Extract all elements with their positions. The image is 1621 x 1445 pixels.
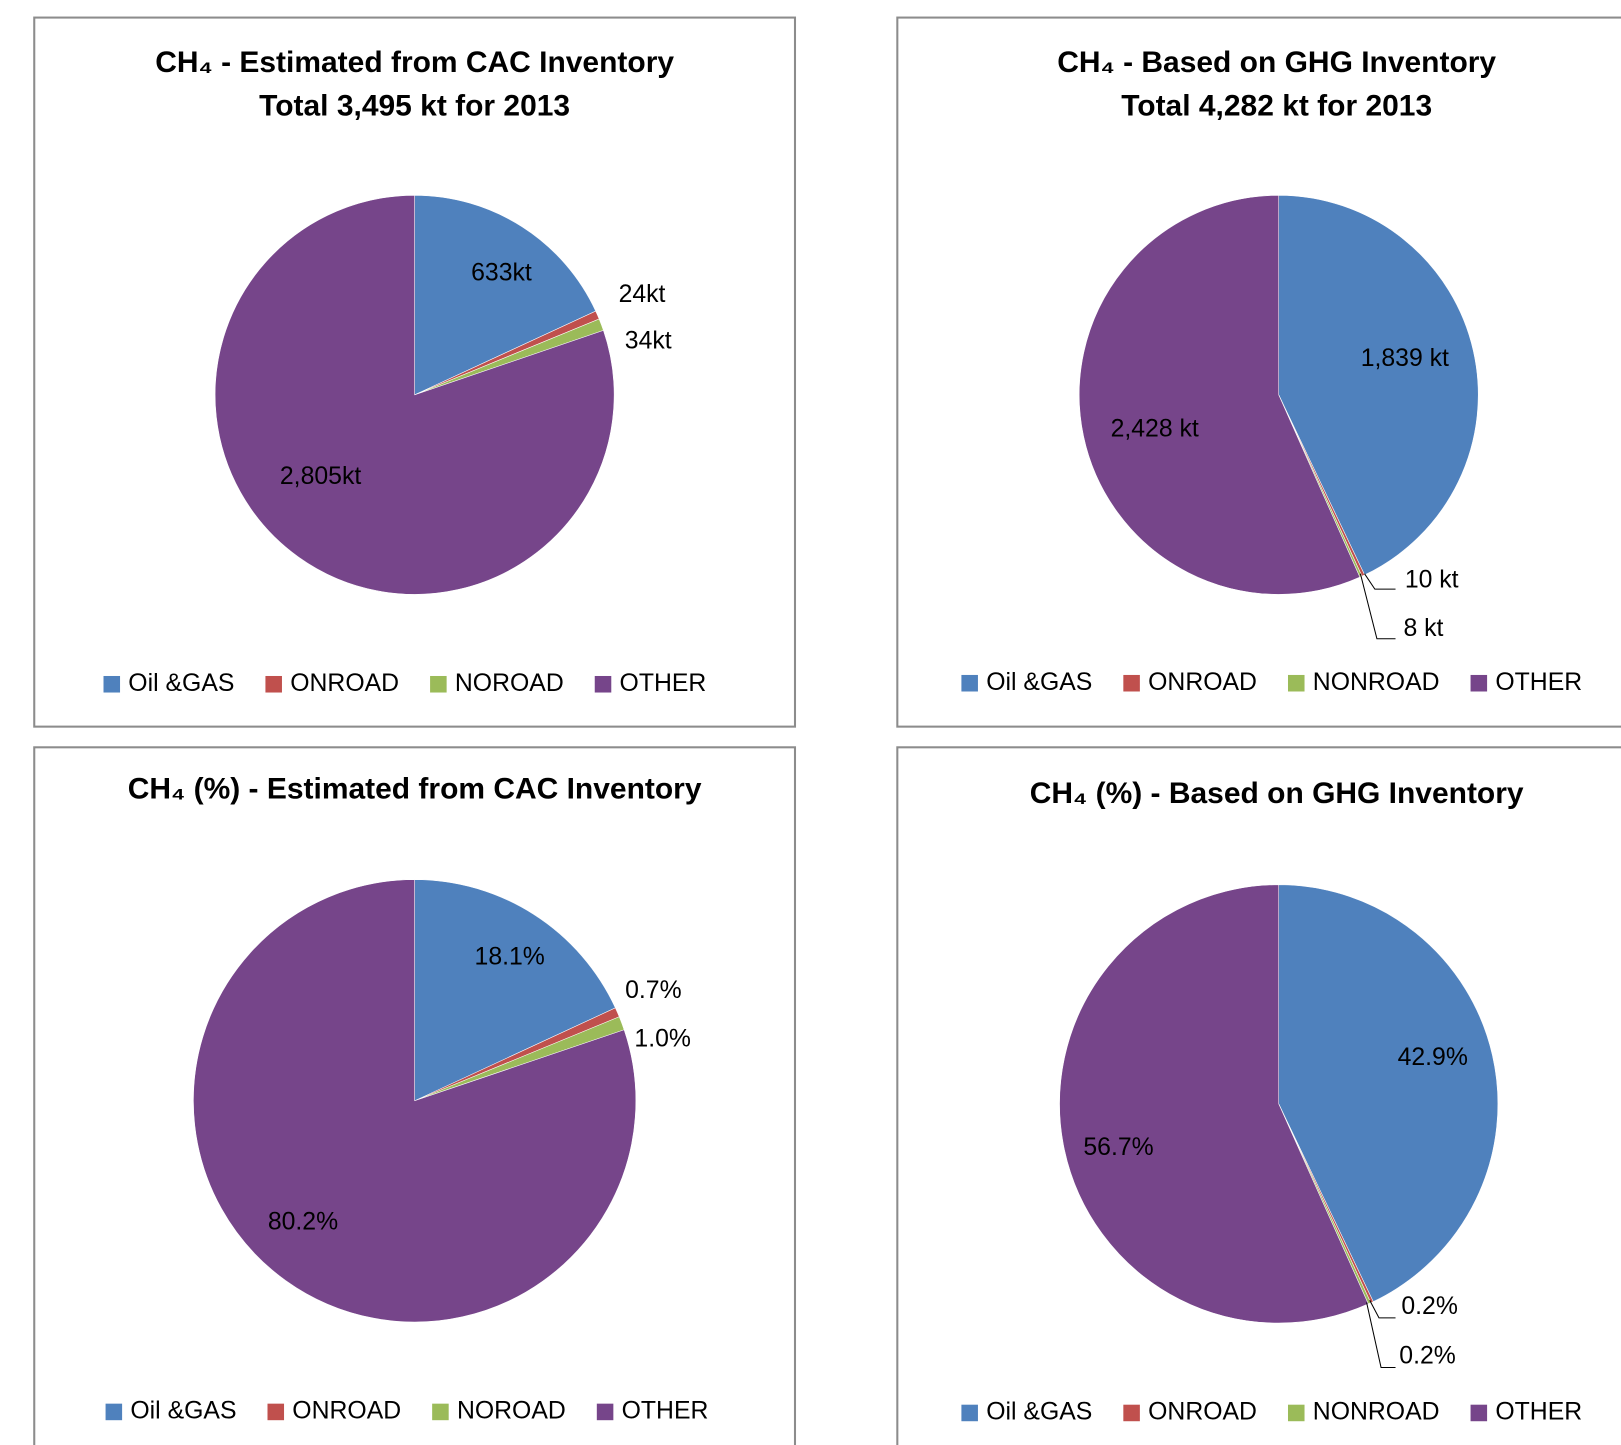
data-label: 2,428 kt xyxy=(1111,416,1199,443)
data-label: 42.9% xyxy=(1398,1044,1468,1071)
legend-label: ONROAD xyxy=(1148,669,1257,696)
pie-slice xyxy=(1078,195,1361,595)
data-label: 1,839 kt xyxy=(1361,345,1449,372)
legend-swatch xyxy=(1287,674,1305,692)
data-label: 24kt xyxy=(619,281,666,308)
legend-swatch xyxy=(265,675,282,693)
chart-title: CH₄ - Estimated from CAC Inventory xyxy=(155,46,674,79)
legend-label: OTHER xyxy=(1495,669,1582,696)
legend-label: NONROAD xyxy=(1313,669,1440,696)
legend-label: NOROAD xyxy=(457,1397,566,1424)
chart-subtitle: Total 4,282 kt for 2013 xyxy=(1121,89,1432,122)
legend-swatch xyxy=(267,1403,285,1421)
legend-label: Oil &GAS xyxy=(128,670,234,697)
data-label: 1.0% xyxy=(634,1025,691,1052)
chart-panel: CH₄ - Based on GHG Inventory Total 4,282 … xyxy=(896,16,1621,728)
chart-panel: CH₄ - Estimated from CAC Inventory Total … xyxy=(33,16,797,728)
chart-subtitle: Total 3,495 kt for 2013 xyxy=(259,89,570,122)
data-label: 18.1% xyxy=(475,944,545,971)
data-label: 80.2% xyxy=(268,1208,338,1235)
chart-panel: CH₄ (%) - Based on GHG Inventory 42.9% 0.2… xyxy=(896,746,1621,1445)
legend-label: NOROAD xyxy=(455,670,564,697)
legend-label: OTHER xyxy=(622,1397,709,1424)
legend-swatch xyxy=(430,675,447,693)
legend-label: ONROAD xyxy=(1148,1399,1257,1426)
data-label: 8 kt xyxy=(1403,615,1443,642)
leader-line xyxy=(1369,1300,1396,1319)
leader-line xyxy=(1366,1302,1396,1368)
chart-title: CH₄ - Based on GHG Inventory xyxy=(1057,46,1496,79)
legend-label: NONROAD xyxy=(1313,1399,1440,1426)
legend-swatch xyxy=(1470,1404,1488,1422)
legend-swatch xyxy=(105,1403,123,1421)
pie-slice xyxy=(214,195,615,595)
pie-slice xyxy=(1278,884,1499,1302)
legend-swatch xyxy=(103,675,121,693)
pie-slice xyxy=(1059,884,1369,1324)
legend-swatch xyxy=(1123,1404,1140,1422)
data-label: 2,805kt xyxy=(280,463,361,490)
legend-swatch xyxy=(596,1403,614,1421)
chart-title: CH₄ (%) - Estimated from CAC Inventory xyxy=(128,773,702,806)
legend-label: Oil &GAS xyxy=(986,1399,1092,1426)
pie-slice xyxy=(414,195,597,396)
legend-swatch xyxy=(1287,1404,1305,1422)
legend-label: Oil &GAS xyxy=(986,669,1092,696)
legend-label: ONROAD xyxy=(290,670,399,697)
legend-swatch xyxy=(961,1404,978,1422)
legend-swatch xyxy=(961,674,978,692)
data-label: 34kt xyxy=(625,328,672,355)
leader-line xyxy=(1364,573,1396,590)
legend-swatch xyxy=(1123,674,1140,692)
data-label: 0.2% xyxy=(1401,1293,1458,1320)
leader-line xyxy=(1359,573,1396,640)
pie-slice xyxy=(1278,195,1479,576)
legend-label: Oil &GAS xyxy=(130,1397,236,1424)
legend-label: OTHER xyxy=(620,670,707,697)
legend-swatch xyxy=(1470,674,1488,692)
data-label: 56.7% xyxy=(1083,1134,1153,1161)
legend-swatch xyxy=(594,675,612,693)
legend-label: ONROAD xyxy=(292,1397,401,1424)
data-label: 10 kt xyxy=(1405,566,1459,593)
data-label: 633kt xyxy=(471,259,532,286)
chart-title: CH₄ (%) - Based on GHG Inventory xyxy=(1030,777,1524,810)
legend-label: OTHER xyxy=(1495,1399,1582,1426)
data-label: 0.2% xyxy=(1399,1343,1456,1370)
legend-swatch xyxy=(432,1403,449,1421)
data-label: 0.7% xyxy=(625,977,682,1004)
pie-slice xyxy=(414,879,616,1102)
pie-slice xyxy=(193,879,637,1323)
chart-panel: CH₄ (%) - Estimated from CAC Inventory 18… xyxy=(33,746,797,1445)
